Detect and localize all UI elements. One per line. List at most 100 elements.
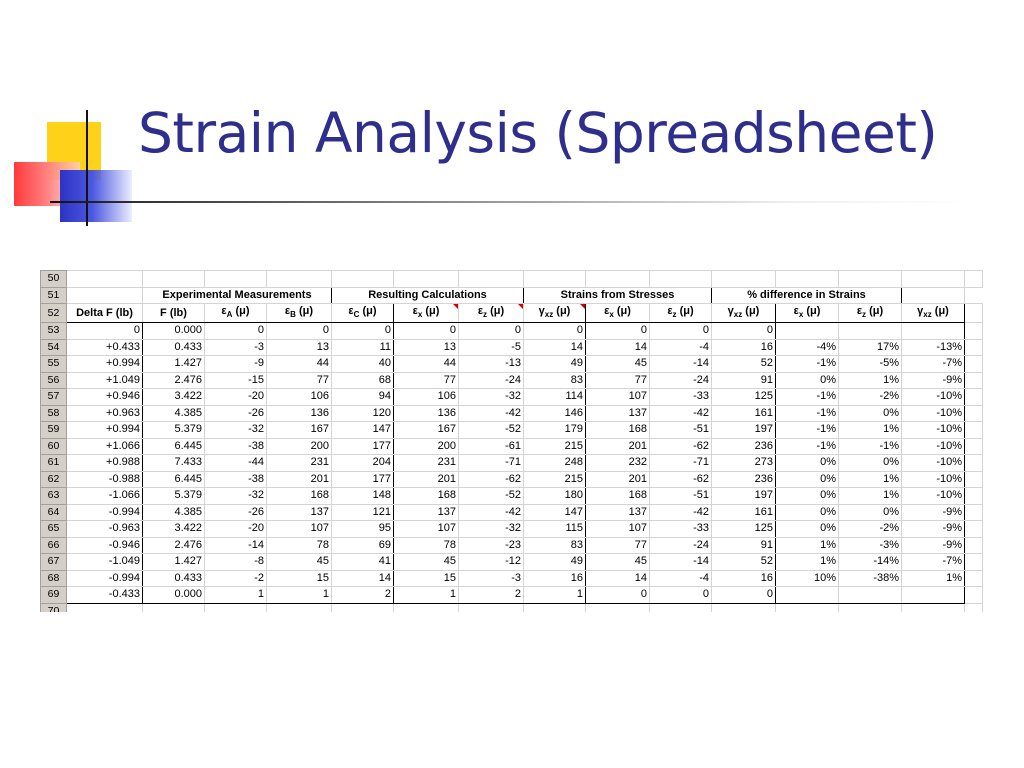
data-cell[interactable]: -14% — [838, 553, 902, 571]
data-cell[interactable]: -14 — [649, 355, 712, 373]
empty-cell[interactable] — [393, 602, 459, 612]
empty-cell[interactable] — [901, 270, 965, 288]
data-cell[interactable]: 248 — [523, 454, 586, 472]
empty-cell[interactable] — [266, 270, 332, 288]
data-cell[interactable]: 13 — [266, 338, 332, 357]
data-cell[interactable]: +0.994 — [66, 421, 143, 439]
data-cell[interactable]: -52 — [458, 487, 524, 505]
data-cell[interactable]: 77 — [266, 371, 332, 390]
data-cell[interactable]: 146 — [523, 404, 586, 423]
data-cell[interactable]: -14 — [204, 536, 267, 555]
data-cell[interactable]: 49 — [523, 553, 586, 571]
data-cell[interactable]: 125 — [711, 520, 776, 538]
data-cell[interactable]: +0.994 — [66, 355, 143, 373]
data-cell[interactable]: 44 — [393, 355, 459, 373]
data-cell[interactable]: -8 — [204, 553, 267, 571]
data-cell[interactable]: 201 — [585, 470, 650, 489]
empty-cell[interactable] — [964, 437, 983, 456]
data-cell[interactable]: 11 — [331, 338, 394, 357]
data-cell[interactable]: 41 — [331, 553, 394, 571]
empty-cell[interactable] — [711, 602, 776, 612]
column-header[interactable]: εx (μ) — [775, 302, 839, 324]
data-cell[interactable]: -4 — [649, 569, 712, 588]
data-cell[interactable]: -0.988 — [66, 470, 143, 489]
empty-cell[interactable] — [964, 586, 983, 604]
data-cell[interactable]: 107 — [585, 520, 650, 538]
empty-cell[interactable] — [331, 270, 394, 288]
data-cell[interactable]: 91 — [711, 536, 776, 555]
data-cell[interactable]: -9% — [901, 536, 965, 555]
column-header[interactable]: εz (μ) — [649, 302, 712, 324]
data-cell[interactable]: -4% — [775, 338, 839, 357]
data-cell[interactable]: 16 — [711, 338, 776, 357]
data-cell[interactable]: 95 — [331, 520, 394, 538]
data-cell[interactable]: 0 — [585, 586, 650, 604]
data-cell[interactable]: -42 — [458, 503, 524, 522]
data-cell[interactable]: -1% — [775, 388, 839, 406]
group-header[interactable]: Experimental Measurements — [142, 286, 332, 304]
data-cell[interactable]: 16 — [523, 569, 586, 588]
empty-cell[interactable] — [523, 602, 586, 612]
data-cell[interactable]: 0 — [458, 322, 524, 340]
data-cell[interactable]: -9 — [204, 355, 267, 373]
data-cell[interactable]: 201 — [585, 437, 650, 456]
empty-cell[interactable] — [142, 602, 205, 612]
data-cell[interactable]: 201 — [393, 470, 459, 489]
data-cell[interactable]: 0 — [523, 322, 586, 340]
empty-cell[interactable] — [458, 270, 524, 288]
data-cell[interactable]: 1 — [393, 586, 459, 604]
data-cell[interactable]: 44 — [266, 355, 332, 373]
group-header[interactable]: % difference in Strains — [711, 286, 902, 304]
data-cell[interactable]: 231 — [266, 454, 332, 472]
column-header[interactable]: εz (μ) — [838, 302, 902, 324]
data-cell[interactable]: 0 — [393, 322, 459, 340]
data-cell[interactable]: 147 — [331, 421, 394, 439]
data-cell[interactable]: 77 — [585, 536, 650, 555]
data-cell[interactable]: -1% — [775, 404, 839, 423]
data-cell[interactable]: 115 — [523, 520, 586, 538]
data-cell[interactable]: 197 — [711, 421, 776, 439]
data-cell[interactable]: 2.476 — [142, 371, 205, 390]
data-cell[interactable]: 168 — [585, 421, 650, 439]
data-cell[interactable]: 0% — [775, 487, 839, 505]
column-header[interactable]: εB (μ) — [266, 302, 332, 324]
data-cell[interactable]: 2 — [331, 586, 394, 604]
data-cell[interactable]: 1 — [266, 586, 332, 604]
column-header[interactable]: γxz (μ) — [711, 302, 776, 324]
data-cell[interactable]: 167 — [266, 421, 332, 439]
data-cell[interactable] — [775, 322, 839, 340]
data-cell[interactable]: 106 — [266, 388, 332, 406]
data-cell[interactable]: -32 — [204, 421, 267, 439]
data-cell[interactable]: 0 — [649, 586, 712, 604]
data-cell[interactable]: 167 — [393, 421, 459, 439]
data-cell[interactable]: -26 — [204, 404, 267, 423]
data-cell[interactable]: +0.433 — [66, 338, 143, 357]
data-cell[interactable]: 236 — [711, 470, 776, 489]
data-cell[interactable]: 78 — [266, 536, 332, 555]
data-cell[interactable]: 0.000 — [142, 322, 205, 340]
data-cell[interactable]: 1% — [838, 487, 902, 505]
data-cell[interactable]: 77 — [585, 371, 650, 390]
data-cell[interactable]: -7% — [901, 553, 965, 571]
data-cell[interactable] — [838, 322, 902, 340]
row-number[interactable]: 56 — [40, 371, 67, 390]
row-number[interactable]: 66 — [40, 536, 67, 555]
data-cell[interactable]: 6.445 — [142, 437, 205, 456]
data-cell[interactable]: 1% — [775, 553, 839, 571]
data-cell[interactable]: -0.994 — [66, 569, 143, 588]
data-cell[interactable]: 49 — [523, 355, 586, 373]
data-cell[interactable]: +0.963 — [66, 404, 143, 423]
data-cell[interactable]: -24 — [649, 371, 712, 390]
empty-cell[interactable] — [649, 270, 712, 288]
data-cell[interactable]: -52 — [458, 421, 524, 439]
data-cell[interactable]: 45 — [585, 355, 650, 373]
data-cell[interactable]: 161 — [711, 404, 776, 423]
data-cell[interactable]: -2 — [204, 569, 267, 588]
data-cell[interactable]: +1.066 — [66, 437, 143, 456]
data-cell[interactable]: 68 — [331, 371, 394, 390]
data-cell[interactable]: 1% — [838, 371, 902, 390]
data-cell[interactable]: 137 — [393, 503, 459, 522]
data-cell[interactable]: 1% — [901, 569, 965, 588]
data-cell[interactable]: +1.049 — [66, 371, 143, 390]
empty-cell[interactable] — [964, 553, 983, 571]
